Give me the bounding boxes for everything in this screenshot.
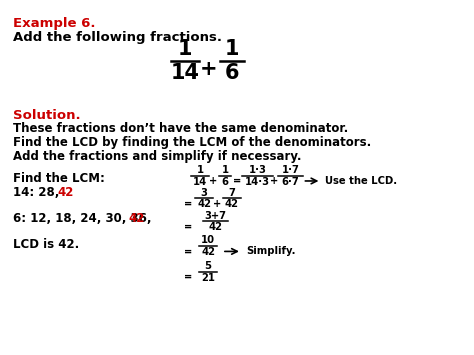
Text: 14: 14: [171, 63, 200, 83]
Text: 42: 42: [57, 186, 73, 199]
Text: 42: 42: [225, 199, 239, 209]
Text: 3+7: 3+7: [204, 211, 226, 221]
Text: Add the fractions and simplify if necessary.: Add the fractions and simplify if necess…: [13, 150, 302, 163]
Text: 1: 1: [178, 39, 192, 59]
Text: 6: 6: [221, 176, 228, 186]
Text: 14: 28,: 14: 28,: [13, 186, 64, 199]
Text: 1·7: 1·7: [282, 165, 300, 175]
Text: +: +: [270, 176, 278, 186]
Text: +: +: [213, 199, 221, 209]
Text: =: =: [184, 199, 192, 209]
Text: 1·3: 1·3: [249, 165, 267, 175]
Text: 14: 14: [193, 176, 207, 186]
Text: 42: 42: [197, 199, 211, 209]
Text: 42: 42: [201, 247, 215, 257]
Text: Solution.: Solution.: [13, 109, 81, 121]
Text: Simplify.: Simplify.: [246, 246, 295, 256]
Text: Find the LCD by finding the LCM of the denominators.: Find the LCD by finding the LCM of the d…: [13, 136, 372, 149]
Text: 1: 1: [225, 39, 239, 59]
Text: 1: 1: [197, 165, 204, 175]
Text: 42: 42: [208, 222, 222, 232]
Text: 1: 1: [221, 165, 228, 175]
Text: =: =: [184, 246, 192, 256]
Text: 5: 5: [205, 261, 211, 271]
Text: =: =: [184, 272, 192, 282]
Text: These fractions don’t have the same denominator.: These fractions don’t have the same deno…: [13, 122, 348, 136]
Text: 10: 10: [201, 235, 215, 245]
Text: Add the following fractions.: Add the following fractions.: [13, 31, 222, 44]
Text: Find the LCM:: Find the LCM:: [13, 172, 105, 185]
Text: LCD is 42.: LCD is 42.: [13, 237, 80, 251]
Text: 7: 7: [228, 188, 236, 198]
Text: 42: 42: [128, 212, 145, 225]
Text: 14·3: 14·3: [245, 176, 270, 186]
Text: 6: 12, 18, 24, 30, 36,: 6: 12, 18, 24, 30, 36,: [13, 212, 156, 225]
Text: =: =: [184, 222, 192, 231]
Text: 21: 21: [201, 273, 215, 283]
Text: Example 6.: Example 6.: [13, 17, 96, 30]
Text: 6: 6: [225, 63, 239, 83]
Text: 3: 3: [201, 188, 208, 198]
Text: =: =: [233, 176, 241, 186]
Text: +: +: [209, 176, 217, 186]
Text: +: +: [199, 59, 217, 79]
Text: Use the LCD.: Use the LCD.: [325, 176, 398, 186]
Text: 6·7: 6·7: [282, 176, 300, 186]
